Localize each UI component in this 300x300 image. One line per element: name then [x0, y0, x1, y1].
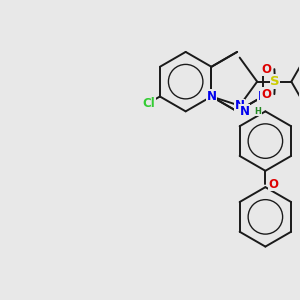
Text: N: N [206, 90, 216, 103]
Text: N: N [206, 90, 216, 103]
Text: O: O [269, 178, 279, 191]
Text: O: O [261, 88, 271, 100]
Text: O: O [261, 63, 271, 76]
Text: S: S [270, 75, 280, 88]
Text: H: H [254, 107, 261, 116]
Text: N: N [258, 90, 268, 103]
Text: N: N [240, 105, 250, 118]
Text: N: N [235, 99, 245, 112]
Text: Cl: Cl [142, 97, 155, 110]
